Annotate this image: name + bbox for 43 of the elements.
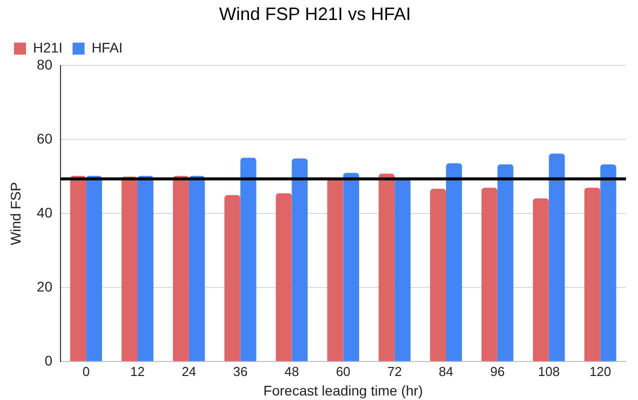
bar bbox=[548, 154, 565, 362]
y-tick-label: 0 bbox=[44, 352, 53, 368]
bar bbox=[394, 178, 411, 362]
bar bbox=[172, 176, 189, 362]
bar bbox=[482, 188, 498, 362]
bar bbox=[86, 176, 102, 362]
bar bbox=[240, 158, 256, 362]
bar bbox=[446, 163, 462, 362]
x-tick-label: 0 bbox=[82, 364, 90, 379]
chart-title: Wind FSP H21I vs HFAI bbox=[219, 4, 411, 24]
x-tick-label: 24 bbox=[182, 364, 196, 379]
x-axis-title: Forecast leading time (hr) bbox=[263, 382, 423, 398]
y-tick-label: 20 bbox=[36, 278, 53, 294]
bar bbox=[224, 195, 240, 362]
x-tick-label: 96 bbox=[490, 364, 505, 379]
x-tick-label: 84 bbox=[438, 364, 454, 379]
x-tick-label: 120 bbox=[589, 364, 612, 379]
bar bbox=[532, 198, 549, 362]
bar bbox=[343, 172, 360, 362]
bar bbox=[276, 193, 292, 362]
bar bbox=[327, 178, 344, 362]
bar bbox=[292, 158, 308, 362]
bar bbox=[584, 188, 600, 362]
bar bbox=[70, 176, 86, 362]
x-tick-label: 72 bbox=[387, 364, 402, 379]
y-axis-title: Wind FSP bbox=[7, 182, 24, 246]
x-tick-label: 60 bbox=[336, 364, 350, 379]
x-tick-label: 12 bbox=[130, 364, 145, 379]
bar bbox=[138, 176, 154, 362]
y-tick-label: 40 bbox=[36, 204, 53, 220]
y-tick-label: 80 bbox=[36, 56, 53, 72]
bar bbox=[122, 176, 138, 362]
x-tick-label: 108 bbox=[538, 364, 560, 379]
bar bbox=[600, 164, 616, 362]
bar bbox=[430, 188, 446, 362]
x-tick-label: 36 bbox=[233, 364, 248, 379]
bar bbox=[188, 176, 205, 362]
x-tick-label: 48 bbox=[284, 364, 299, 379]
bar bbox=[378, 174, 395, 362]
bar bbox=[497, 164, 514, 362]
y-tick-label: 60 bbox=[36, 130, 53, 146]
legend-label: H21I bbox=[33, 39, 63, 56]
legend-label: HFAI bbox=[92, 39, 123, 56]
